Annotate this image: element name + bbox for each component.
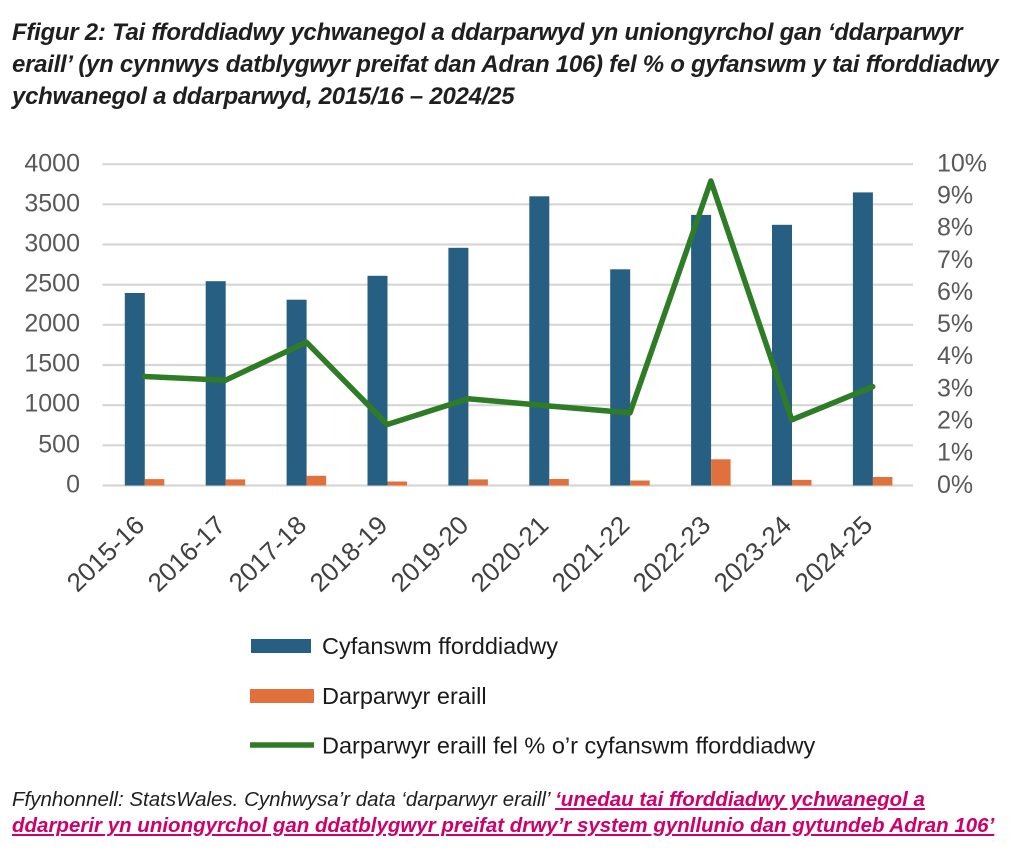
svg-text:2500: 2500 bbox=[24, 270, 80, 298]
svg-text:2015-16: 2015-16 bbox=[61, 510, 150, 598]
svg-text:2016-17: 2016-17 bbox=[142, 510, 231, 598]
svg-text:5%: 5% bbox=[937, 310, 973, 338]
svg-text:2017-18: 2017-18 bbox=[223, 510, 312, 598]
svg-text:Darparwyr eraill fel % o’r cyf: Darparwyr eraill fel % o’r cyfanswm ffor… bbox=[322, 733, 815, 759]
svg-text:3500: 3500 bbox=[24, 190, 80, 218]
svg-text:10%: 10% bbox=[937, 150, 987, 178]
svg-text:2018-19: 2018-19 bbox=[304, 510, 393, 598]
svg-text:4%: 4% bbox=[937, 342, 973, 370]
svg-text:7%: 7% bbox=[937, 246, 973, 274]
svg-text:4000: 4000 bbox=[24, 150, 80, 178]
svg-text:9%: 9% bbox=[937, 182, 973, 210]
svg-text:1500: 1500 bbox=[24, 350, 80, 378]
svg-text:2020-21: 2020-21 bbox=[465, 510, 554, 598]
svg-text:Darparwyr eraill: Darparwyr eraill bbox=[322, 683, 487, 709]
svg-text:0%: 0% bbox=[937, 471, 973, 499]
svg-text:3%: 3% bbox=[937, 374, 973, 402]
svg-text:2023-24: 2023-24 bbox=[708, 510, 797, 598]
svg-text:500: 500 bbox=[38, 431, 80, 459]
svg-text:8%: 8% bbox=[937, 214, 973, 242]
svg-text:0: 0 bbox=[66, 471, 80, 499]
svg-text:2000: 2000 bbox=[24, 310, 80, 338]
svg-text:2024-25: 2024-25 bbox=[789, 510, 878, 598]
svg-text:6%: 6% bbox=[937, 278, 973, 306]
svg-text:1%: 1% bbox=[937, 439, 973, 467]
svg-text:2021-22: 2021-22 bbox=[546, 510, 635, 598]
svg-text:2022-23: 2022-23 bbox=[627, 510, 716, 598]
svg-text:2019-20: 2019-20 bbox=[385, 510, 474, 598]
svg-text:3000: 3000 bbox=[24, 230, 80, 258]
svg-text:1000: 1000 bbox=[24, 390, 80, 418]
svg-text:2%: 2% bbox=[937, 407, 973, 435]
svg-text:Cyfanswm fforddiadwy: Cyfanswm fforddiadwy bbox=[322, 633, 558, 659]
